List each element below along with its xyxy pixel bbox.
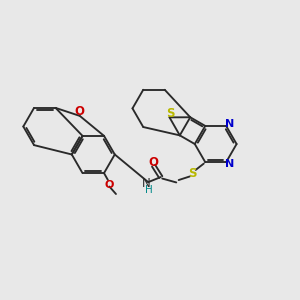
Text: O: O bbox=[148, 156, 159, 169]
Text: N: N bbox=[225, 119, 234, 129]
Text: S: S bbox=[166, 107, 174, 120]
Text: O: O bbox=[75, 105, 85, 118]
Text: S: S bbox=[188, 167, 197, 180]
Text: N: N bbox=[141, 177, 150, 190]
Text: N: N bbox=[225, 159, 234, 169]
Text: H: H bbox=[145, 184, 153, 195]
Text: O: O bbox=[105, 180, 114, 190]
